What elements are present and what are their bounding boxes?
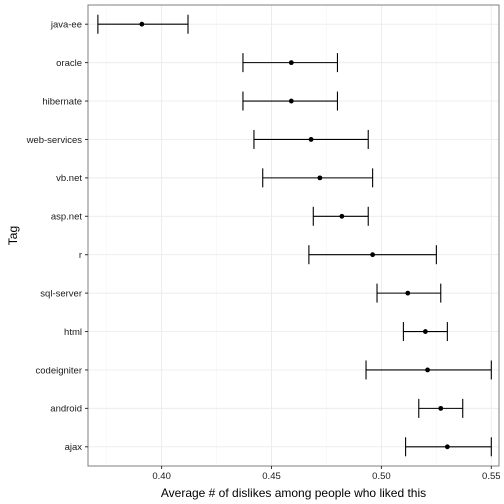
y-axis-title: Tag — [6, 226, 20, 245]
mean-point-ajax — [444, 444, 450, 450]
mean-point-oracle — [288, 60, 294, 66]
x-tick-label: 0.40 — [152, 471, 171, 482]
y-tick-label: html — [64, 327, 82, 338]
y-tick-label: oracle — [56, 58, 82, 69]
y-tick-label: vb.net — [56, 173, 82, 184]
mean-point-hibernate — [288, 98, 294, 104]
mean-point-html — [422, 329, 428, 334]
y-tick-label: codeigniter — [36, 365, 82, 376]
panel-border — [87, 4, 500, 467]
mean-point-java-ee — [139, 21, 145, 27]
mean-point-r — [370, 252, 376, 258]
mean-points — [139, 21, 450, 450]
x-axis: 0.40 0.45 0.50 0.55 — [152, 466, 501, 482]
mean-point-codeigniter — [425, 367, 430, 373]
mean-point-asp.net — [339, 213, 345, 219]
mean-point-android — [438, 405, 444, 411]
x-tick-label: 0.55 — [482, 471, 501, 482]
y-tick-label: sql-server — [40, 288, 82, 299]
y-tick-label: ajax — [65, 442, 83, 453]
x-axis-title: Average # of dislikes among people who l… — [161, 486, 426, 500]
mean-point-vb.net — [317, 175, 323, 181]
y-tick-label: asp.net — [51, 212, 83, 223]
x-tick-label: 0.45 — [262, 471, 281, 482]
y-tick-label: hibernate — [42, 96, 82, 107]
mean-point-sql-server — [405, 290, 411, 296]
x-tick-label: 0.50 — [372, 471, 391, 482]
y-axis: java-ee oracle hibernate web-services vb.net… — [26, 20, 88, 453]
y-tick-label: java-ee — [50, 20, 82, 31]
mean-point-web-services — [308, 137, 314, 142]
y-tick-label: web-services — [26, 135, 83, 146]
y-tick-label: r — [79, 250, 82, 261]
y-tick-label: android — [50, 404, 82, 415]
